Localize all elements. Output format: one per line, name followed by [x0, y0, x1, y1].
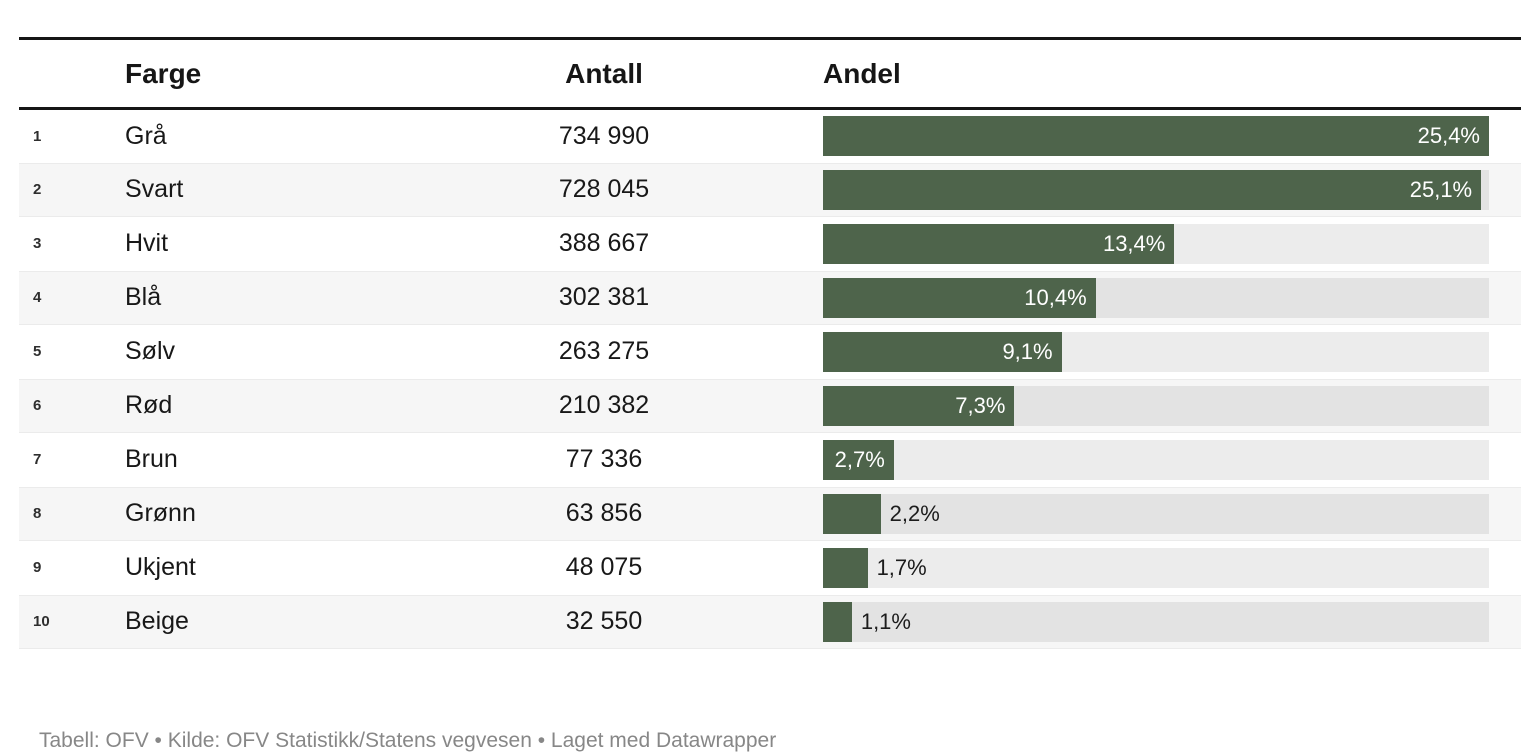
color-share-table: Farge Antall Andel 1 Grå 734 990 25,4% 2… — [19, 37, 1521, 649]
count-value: 728 045 — [558, 175, 650, 203]
share-label-inside: 9,1% — [1002, 338, 1053, 364]
table-row: 7 Brun 77 336 2,7% — [19, 432, 1521, 487]
share-label-inside: 13,4% — [1102, 230, 1166, 256]
count-value: 734 990 — [558, 121, 650, 150]
color-name: Ukjent — [125, 553, 196, 581]
row-rank: 4 — [33, 289, 42, 306]
share-label-outside: 1,1% — [860, 608, 911, 634]
share-bar-track: 10,4% — [823, 277, 1489, 318]
share-bar: 25,4% — [823, 116, 1489, 157]
share-bar: 13,4% — [823, 223, 1175, 264]
color-name: Blå — [125, 283, 162, 311]
color-name: Svart — [125, 175, 184, 203]
share-bar-track: 9,1% — [823, 331, 1489, 372]
share-bar-track: 1,1% — [823, 601, 1489, 642]
share-bar-track: 1,7% — [823, 547, 1489, 588]
table-row: 5 Sølv 263 275 9,1% — [19, 324, 1521, 379]
share-label-outside: 1,7% — [876, 554, 927, 580]
share-label-inside: 2,7% — [834, 446, 885, 472]
table-header: Farge Antall Andel — [19, 38, 1521, 109]
share-bar — [823, 493, 881, 534]
table-row: 8 Grønn 63 856 2,2% — [19, 486, 1521, 541]
share-label-outside: 2,2% — [889, 500, 940, 526]
color-name: Beige — [125, 607, 189, 635]
table-row: 3 Hvit 388 667 13,4% — [19, 216, 1521, 271]
row-rank: 5 — [33, 343, 42, 360]
row-rank: 1 — [33, 127, 42, 145]
table-body: 1 Grå 734 990 25,4% 2 Svart 728 045 25,1… — [19, 108, 1521, 649]
share-label-inside: 7,3% — [955, 392, 1006, 418]
share-bar: 2,7% — [823, 439, 894, 480]
count-value: 77 336 — [565, 445, 643, 473]
row-rank: 6 — [33, 397, 42, 414]
header-row: Farge Antall Andel — [19, 38, 1521, 109]
share-bar-track: 25,4% — [823, 116, 1489, 157]
share-bar: 9,1% — [823, 331, 1062, 372]
share-bar-track: 13,4% — [823, 223, 1489, 264]
header-farge: Farge — [125, 57, 202, 89]
table-row: 10 Beige 32 550 1,1% — [19, 594, 1521, 649]
share-bar-track: 7,3% — [823, 385, 1489, 426]
share-bar: 7,3% — [823, 385, 1015, 426]
row-rank: 2 — [33, 181, 42, 198]
row-rank: 10 — [33, 613, 50, 630]
share-bar-track: 25,1% — [823, 169, 1489, 210]
table-row: 9 Ukjent 48 075 1,7% — [19, 540, 1521, 595]
share-bar: 10,4% — [823, 277, 1096, 318]
share-bar-track: 2,7% — [823, 439, 1489, 480]
color-name: Hvit — [125, 229, 169, 257]
table-row: 4 Blå 302 381 10,4% — [19, 270, 1521, 325]
row-rank: 8 — [33, 505, 42, 522]
count-value: 263 275 — [558, 337, 650, 365]
share-bar — [823, 601, 852, 642]
table-row: 2 Svart 728 045 25,1% — [19, 162, 1521, 217]
table-row: 1 Grå 734 990 25,4% — [19, 108, 1521, 163]
count-value: 210 382 — [558, 391, 650, 419]
share-label-inside: 25,4% — [1417, 123, 1480, 149]
header-rank — [19, 39, 106, 109]
count-value: 302 381 — [558, 283, 650, 311]
table-footer-credit: Tabell: OFV • Kilde: OFV Statistikk/Stat… — [39, 729, 777, 752]
count-value: 32 550 — [565, 607, 643, 635]
count-value: 48 075 — [565, 553, 643, 581]
datawrapper-table: Farge Antall Andel 1 Grå 734 990 25,4% 2… — [19, 37, 1521, 752]
color-name: Grønn — [125, 499, 196, 527]
row-rank: 3 — [33, 235, 42, 252]
header-antall: Antall — [565, 57, 643, 89]
share-label-inside: 25,1% — [1409, 176, 1473, 202]
color-name: Grå — [125, 121, 167, 150]
share-label-inside: 10,4% — [1024, 284, 1087, 310]
share-bar-track: 2,2% — [823, 493, 1489, 534]
row-rank: 7 — [33, 451, 42, 468]
color-name: Brun — [125, 445, 178, 473]
color-name: Sølv — [125, 337, 175, 365]
color-name: Rød — [125, 391, 173, 419]
row-rank: 9 — [33, 559, 42, 576]
count-value: 388 667 — [558, 229, 650, 257]
header-andel: Andel — [823, 57, 901, 89]
count-value: 63 856 — [565, 499, 643, 527]
share-bar: 25,1% — [823, 169, 1482, 210]
share-bar — [823, 547, 868, 588]
table-row: 6 Rød 210 382 7,3% — [19, 378, 1521, 433]
